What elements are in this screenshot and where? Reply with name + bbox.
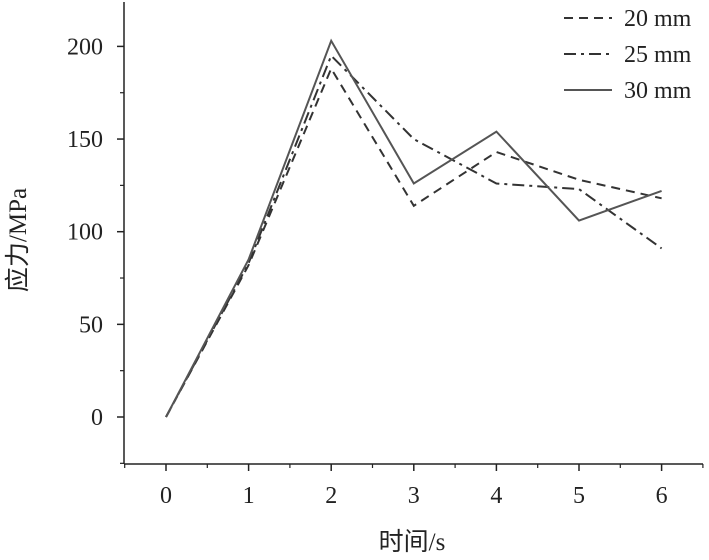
x-tick-label: 4 — [490, 483, 502, 509]
y-tick-label: 150 — [67, 127, 103, 153]
x-tick-label: 2 — [325, 483, 337, 509]
x-ticks: 0 1 2 3 4 5 6 — [124, 464, 704, 509]
legend: 20 mm 25 mm 30 mm — [564, 6, 692, 104]
legend-label: 30 mm — [624, 78, 692, 104]
x-tick-label: 3 — [408, 483, 420, 509]
y-tick-label: 0 — [91, 405, 103, 431]
series-line-25-mm — [165, 53, 663, 418]
legend-label: 20 mm — [624, 6, 692, 32]
y-tick-label: 100 — [67, 220, 103, 246]
x-tick-label: 0 — [160, 483, 172, 509]
y-axis-title: 应力/MPa — [4, 188, 32, 292]
x-axis-title: 时间/s — [379, 528, 446, 556]
x-tick-label: 5 — [573, 483, 585, 509]
x-tick-label: 6 — [656, 483, 668, 509]
y-tick-label: 50 — [79, 312, 103, 338]
x-tick-label: 1 — [243, 483, 255, 509]
plot-area: 0 50 100 150 200 0 1 2 3 4 5 6 — [67, 2, 704, 509]
series-lines — [165, 38, 663, 418]
y-ticks: 0 50 100 150 200 — [67, 34, 124, 464]
legend-label: 25 mm — [624, 42, 692, 68]
y-tick-label: 200 — [67, 34, 103, 60]
series-line-30-mm — [165, 38, 662, 418]
series-line-20-mm — [165, 66, 662, 418]
